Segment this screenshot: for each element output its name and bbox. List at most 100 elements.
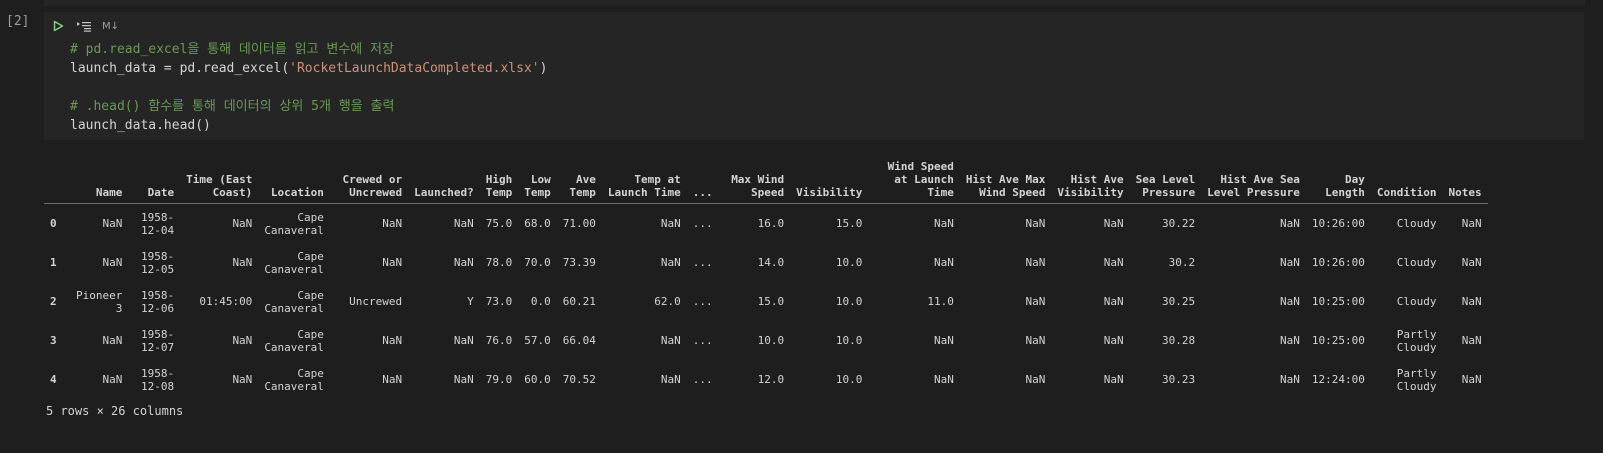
run-cell-icon[interactable] [50, 18, 66, 34]
table-cell: Uncrewed [349, 295, 403, 308]
table-cell: NaN [382, 373, 403, 386]
code-editor[interactable]: # pd.read_excel을 통해 데이터를 읽고 변수에 저장 launch… [70, 40, 547, 135]
index-header [44, 156, 70, 204]
table-cell: NaN [1025, 373, 1046, 386]
table-cell: 57.0 [524, 334, 551, 347]
table-cell: 10:25:00 [1311, 334, 1365, 347]
table-cell: ... [692, 217, 713, 230]
table-cell: 10:25:00 [1311, 295, 1365, 308]
code-cell[interactable]: M↓ # pd.read_excel을 통해 데이터를 읽고 변수에 저장 lau… [44, 12, 1584, 140]
table-cell: NaN [1280, 334, 1300, 347]
table-row: 1 NaN 1958-12-05 NaN Cape Canaveral NaN NaN 78.… [44, 243, 1488, 282]
table-cell: 12:24:00 [1311, 373, 1365, 386]
column-header: Hist Ave Visibility [1051, 156, 1130, 204]
cell-toolbar: M↓ [50, 16, 119, 36]
table-cell: 10.0 [835, 373, 863, 386]
table-cell: NaN [934, 217, 954, 230]
column-header: Condition [1370, 156, 1443, 204]
dataframe-summary: 5 rows × 26 columns [46, 404, 184, 418]
table-cell: NaN [1461, 217, 1482, 230]
table-cell: Partly Cloudy [1396, 327, 1437, 354]
table-cell: NaN [1461, 256, 1482, 269]
table-cell: 15.0 [757, 295, 785, 308]
table-cell: NaN [660, 334, 681, 347]
table-cell: NaN [232, 217, 253, 230]
table-cell: NaN [1103, 217, 1124, 230]
table-cell: 1958-12-08 [140, 366, 175, 393]
column-header: ... [686, 156, 719, 204]
table-cell: NaN [453, 373, 474, 386]
table-cell: Cloudy [1396, 217, 1437, 230]
code-line: launch_data = pd.read_excel('RocketLaunc… [70, 59, 547, 78]
column-header: Time (East Coast) [180, 156, 259, 204]
table-cell: Partly Cloudy [1396, 366, 1437, 393]
table-row: 3 NaN 1958-12-07 NaN Cape Canaveral NaN NaN 76.… [44, 321, 1488, 360]
table-cell: 11.0 [927, 295, 954, 308]
table-cell: NaN [934, 256, 954, 269]
table-cell: NaN [1280, 295, 1300, 308]
table-cell: 14.0 [757, 256, 785, 269]
table-cell: 79.0 [485, 373, 513, 386]
table-cell: Pioneer 3 [76, 288, 123, 315]
table-cell: 10.0 [835, 256, 863, 269]
table-cell: 16.0 [757, 217, 785, 230]
code-comment: # pd.read_excel을 통해 데이터를 읽고 변수에 저장 [70, 42, 394, 57]
table-cell: 73.39 [562, 256, 596, 269]
table-cell: NaN [453, 334, 474, 347]
table-cell: NaN [1280, 373, 1300, 386]
table-cell: NaN [1103, 334, 1124, 347]
column-header: Visibility [790, 156, 869, 204]
table-cell: NaN [1461, 334, 1482, 347]
table-cell: 66.04 [562, 334, 596, 347]
markdown-toggle-button[interactable]: M↓ [102, 20, 120, 32]
table-cell: 30.2 [1168, 256, 1196, 269]
table-cell: NaN [382, 334, 403, 347]
table-cell: 1958-12-06 [140, 288, 175, 315]
table-cell: 0.0 [530, 295, 551, 308]
column-header: Hist Ave Max Wind Speed [959, 156, 1052, 204]
table-cell: NaN [382, 217, 403, 230]
table-cell: 10:26:00 [1311, 217, 1365, 230]
table-cell: 71.00 [562, 217, 596, 230]
table-cell: NaN [1103, 373, 1124, 386]
table-cell: NaN [1280, 217, 1300, 230]
code-text: launch_data.head() [70, 118, 211, 133]
table-cell: 15.0 [835, 217, 863, 230]
column-header: Name [70, 156, 129, 204]
column-header: Location [258, 156, 330, 204]
column-header: Sea Level Pressure [1129, 156, 1202, 204]
table-cell: NaN [1025, 256, 1046, 269]
table-cell: 68.0 [524, 217, 551, 230]
column-header: Max Wind Speed [718, 156, 791, 204]
table-cell: 10.0 [835, 295, 863, 308]
row-index: 3 [50, 334, 57, 347]
column-header: Low Temp [518, 156, 557, 204]
table-cell: ... [692, 295, 713, 308]
table-cell: Cape Canaveral [264, 366, 324, 393]
row-index: 1 [50, 256, 57, 269]
column-header: Launched? [408, 156, 480, 204]
table-cell: 60.21 [562, 295, 596, 308]
table-header-row: Name Date Time (East Coast) Location Crewed … [44, 156, 1488, 204]
table-cell: NaN [232, 373, 253, 386]
table-cell: 10.0 [835, 334, 863, 347]
table-cell: 78.0 [485, 256, 513, 269]
table-cell: 30.25 [1162, 295, 1196, 308]
table-cell: 62.0 [654, 295, 681, 308]
table-cell: NaN [934, 373, 954, 386]
table-cell: NaN [232, 256, 253, 269]
column-header: Wind Speed at Launch Time [868, 156, 960, 204]
table-cell: 75.0 [485, 217, 513, 230]
table-cell: NaN [1025, 295, 1046, 308]
table-cell: 12.0 [757, 373, 785, 386]
table-cell: NaN [1280, 256, 1300, 269]
table-cell: NaN [660, 256, 681, 269]
table-cell: Cloudy [1396, 256, 1437, 269]
column-header: Hist Ave Sea Level Pressure [1201, 156, 1306, 204]
table-cell: 1958-12-05 [140, 249, 175, 276]
table-cell: 10.0 [757, 334, 785, 347]
run-by-line-icon[interactable] [76, 18, 92, 34]
table-row: 2 Pioneer 3 1958-12-06 01:45:00 Cape Canaver… [44, 282, 1488, 321]
table-cell: 76.0 [485, 334, 513, 347]
table-cell: 70.52 [562, 373, 596, 386]
